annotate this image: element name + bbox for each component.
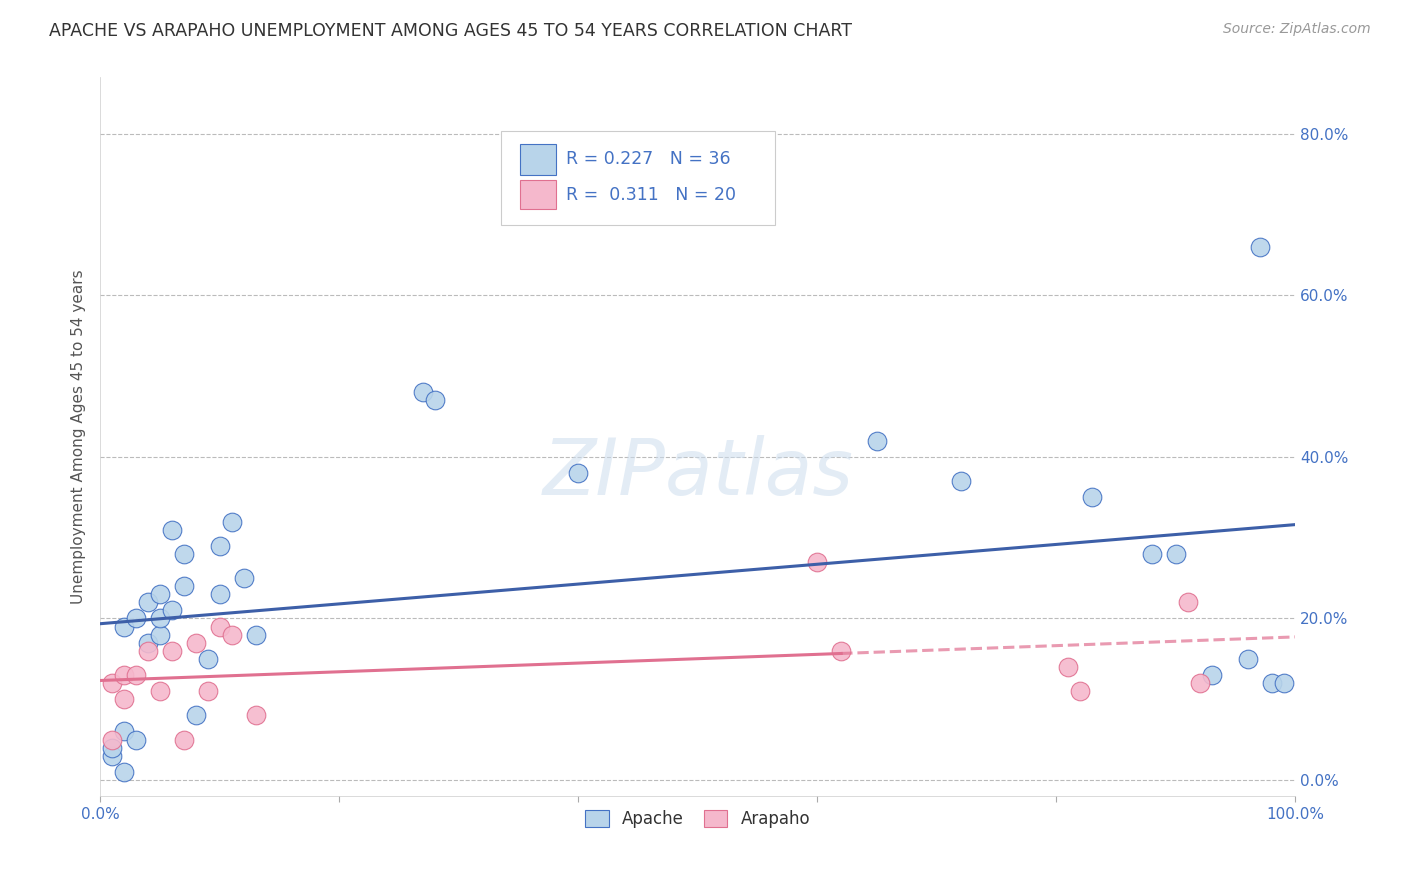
Point bbox=[112, 692, 135, 706]
Point bbox=[1188, 676, 1211, 690]
Point bbox=[173, 547, 195, 561]
Point bbox=[208, 587, 231, 601]
Point bbox=[136, 644, 159, 658]
Text: R =  0.311   N = 20: R = 0.311 N = 20 bbox=[567, 186, 737, 203]
Point bbox=[1164, 547, 1187, 561]
Point bbox=[208, 619, 231, 633]
Point bbox=[149, 611, 172, 625]
Point bbox=[184, 635, 207, 649]
Point bbox=[423, 393, 446, 408]
Text: Source: ZipAtlas.com: Source: ZipAtlas.com bbox=[1223, 22, 1371, 37]
Point bbox=[125, 732, 148, 747]
Text: R = 0.227   N = 36: R = 0.227 N = 36 bbox=[567, 151, 731, 169]
Point bbox=[1081, 491, 1104, 505]
Point bbox=[101, 740, 124, 755]
Point bbox=[221, 515, 243, 529]
FancyBboxPatch shape bbox=[501, 131, 776, 225]
Text: APACHE VS ARAPAHO UNEMPLOYMENT AMONG AGES 45 TO 54 YEARS CORRELATION CHART: APACHE VS ARAPAHO UNEMPLOYMENT AMONG AGE… bbox=[49, 22, 852, 40]
Point bbox=[136, 635, 159, 649]
Point bbox=[208, 539, 231, 553]
Point bbox=[184, 708, 207, 723]
Point bbox=[149, 627, 172, 641]
Point bbox=[160, 644, 183, 658]
Point bbox=[173, 732, 195, 747]
Point bbox=[245, 708, 267, 723]
Point bbox=[136, 595, 159, 609]
Point bbox=[1140, 547, 1163, 561]
Point bbox=[197, 652, 219, 666]
Point bbox=[112, 724, 135, 739]
Point bbox=[1057, 660, 1080, 674]
Point bbox=[567, 466, 589, 480]
Point bbox=[221, 627, 243, 641]
Point bbox=[1201, 668, 1223, 682]
Point bbox=[1069, 684, 1091, 698]
Point bbox=[125, 668, 148, 682]
Point bbox=[125, 611, 148, 625]
Point bbox=[149, 684, 172, 698]
Y-axis label: Unemployment Among Ages 45 to 54 years: Unemployment Among Ages 45 to 54 years bbox=[72, 269, 86, 604]
Point bbox=[949, 474, 972, 488]
Point bbox=[1236, 652, 1258, 666]
Point bbox=[412, 385, 434, 400]
Point bbox=[830, 644, 852, 658]
Point bbox=[232, 571, 254, 585]
Point bbox=[245, 627, 267, 641]
Point bbox=[160, 523, 183, 537]
Point bbox=[173, 579, 195, 593]
Point bbox=[149, 587, 172, 601]
Text: ZIPatlas: ZIPatlas bbox=[543, 434, 853, 511]
Point bbox=[101, 732, 124, 747]
Point bbox=[866, 434, 889, 448]
Point bbox=[806, 555, 828, 569]
Point bbox=[101, 676, 124, 690]
Point bbox=[160, 603, 183, 617]
Point bbox=[197, 684, 219, 698]
Point bbox=[1177, 595, 1199, 609]
FancyBboxPatch shape bbox=[520, 180, 555, 209]
Point bbox=[1260, 676, 1282, 690]
Point bbox=[1272, 676, 1295, 690]
Point bbox=[112, 668, 135, 682]
FancyBboxPatch shape bbox=[520, 144, 555, 175]
Legend: Apache, Arapaho: Apache, Arapaho bbox=[579, 803, 817, 835]
Point bbox=[101, 748, 124, 763]
Point bbox=[1249, 240, 1271, 254]
Point bbox=[112, 619, 135, 633]
Point bbox=[112, 764, 135, 779]
